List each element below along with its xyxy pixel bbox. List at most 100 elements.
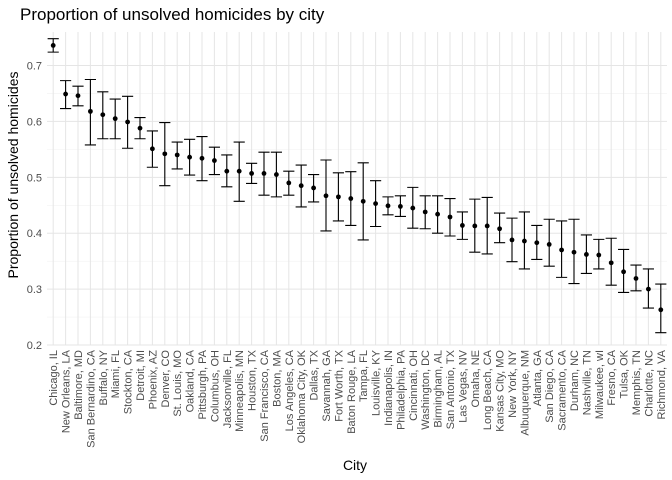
- y-axis-tick-labels: 0.2 0.3 0.4 0.5 0.6 0.7: [27, 61, 42, 352]
- x-tick-label: Birmingham, AL: [433, 350, 445, 428]
- data-point: [584, 252, 589, 257]
- x-tick-label: Fort Worth, TX: [333, 349, 345, 421]
- data-point: [100, 112, 106, 118]
- x-tick-label: New Orleans, LA: [61, 349, 73, 433]
- data-point: [137, 125, 143, 131]
- x-tick-label: Phoenix, AZ: [147, 350, 159, 410]
- data-point: [546, 241, 552, 247]
- x-tick-label: Kansas City, MO: [495, 350, 507, 432]
- data-point: [162, 151, 168, 157]
- x-tick-label: Las Vegas, NV: [457, 349, 469, 422]
- data-point: [422, 209, 428, 215]
- x-tick-label: Chicago, IL: [48, 350, 60, 406]
- x-tick-label: Atlanta, GA: [532, 349, 544, 406]
- data-point: [75, 93, 81, 99]
- data-point: [460, 222, 465, 228]
- data-points: [50, 43, 664, 313]
- x-axis-tick-labels: Chicago, IL New Orleans, LA Baltimore, MD S…: [48, 349, 668, 448]
- x-tick-label: Savannah, GA: [321, 349, 333, 421]
- data-point: [199, 155, 205, 161]
- data-point: [596, 252, 602, 258]
- x-tick-label: Long Beach, CA: [482, 349, 494, 430]
- x-tick-label: Oklahoma City, OK: [296, 349, 308, 443]
- data-point: [63, 91, 68, 97]
- data-point: [174, 152, 180, 158]
- x-tick-label: Minneapolis, MN: [234, 350, 246, 432]
- x-tick-label: Richmond, VA: [656, 349, 668, 419]
- x-tick-label: Oakland, CA: [185, 349, 197, 412]
- data-point: [261, 171, 267, 176]
- data-point: [559, 247, 564, 253]
- x-tick-label: Durham, NC: [569, 350, 581, 411]
- data-point: [249, 171, 255, 176]
- x-tick-label: Louisville, KY: [371, 349, 383, 416]
- x-tick-label: Indianapolis, IN: [383, 350, 395, 426]
- data-point: [336, 194, 341, 200]
- x-tick-label: Fresno, CA: [606, 349, 618, 405]
- x-tick-label: Omaha, NE: [470, 350, 482, 407]
- data-point: [484, 223, 490, 229]
- data-point: [360, 198, 366, 204]
- data-point: [522, 238, 527, 244]
- x-tick-label: Tampa, FL: [358, 350, 370, 402]
- data-point: [125, 119, 130, 125]
- x-tick-label: Philadelphia, PA: [395, 349, 407, 430]
- x-tick-label: Milwaukee, wI: [594, 350, 606, 419]
- x-tick-label: Detroit, MI: [135, 350, 147, 401]
- data-point: [311, 185, 316, 191]
- x-tick-label: Charlotte, NC: [643, 350, 655, 417]
- x-tick-label: Baton Rouge, LA: [346, 349, 358, 433]
- data-point: [509, 237, 515, 243]
- y-tick-label: 0.6: [27, 116, 42, 128]
- data-point: [348, 196, 354, 201]
- data-point: [633, 276, 639, 281]
- x-tick-label: Albuquerque, NM: [519, 350, 531, 436]
- data-point: [286, 180, 292, 186]
- data-point: [385, 203, 391, 209]
- x-tick-label: Sacramento, CA: [557, 349, 569, 430]
- y-axis-title: Proportion of unsolved homicides: [5, 71, 21, 278]
- data-point: [274, 172, 279, 177]
- x-tick-label: San Bernardino, CA: [85, 349, 97, 447]
- data-point: [447, 214, 453, 220]
- x-tick-label: Pittsburgh, PA: [197, 349, 209, 419]
- x-tick-label: San Diego, CA: [544, 349, 556, 422]
- x-tick-label: Jacksonville, FL: [222, 350, 234, 428]
- data-point: [497, 226, 502, 232]
- x-tick-label: New York, NY: [507, 349, 519, 418]
- x-tick-label: San Francisco, CA: [259, 349, 271, 441]
- x-tick-label: Baltimore, MD: [73, 350, 85, 420]
- x-tick-label: Washington, DC: [420, 350, 432, 430]
- x-tick-label: St. Louis, MO: [172, 350, 184, 417]
- x-tick-label: Boston, MA: [271, 349, 283, 407]
- x-tick-label: Tulsa, OK: [619, 349, 631, 398]
- data-point: [410, 205, 416, 211]
- y-tick-label: 0.5: [27, 172, 42, 184]
- y-tick-label: 0.2: [27, 340, 42, 352]
- data-point: [373, 201, 378, 206]
- x-tick-label: San Antonio, TX: [445, 349, 457, 429]
- data-point: [435, 211, 440, 217]
- data-point: [571, 249, 577, 255]
- x-tick-label: Los Angeles, CA: [284, 349, 296, 431]
- data-point: [472, 223, 478, 229]
- x-tick-label: Dallas, TX: [309, 349, 321, 400]
- x-tick-label: Stockton, CA: [123, 349, 135, 414]
- data-point: [298, 183, 304, 189]
- x-tick-label: Buffalo, NY: [98, 349, 110, 405]
- chart-title: Proportion of unsolved homicides by city: [20, 5, 325, 24]
- y-tick-label: 0.4: [27, 228, 42, 240]
- x-tick-label: Cincinnati, OH: [408, 350, 420, 421]
- y-tick-label: 0.7: [27, 61, 42, 73]
- x-tick-label: Houston, TX: [247, 349, 259, 411]
- y-tick-label: 0.3: [27, 284, 42, 296]
- data-point: [224, 168, 230, 174]
- data-point: [646, 286, 651, 292]
- data-point: [534, 240, 540, 246]
- data-point: [88, 108, 93, 114]
- x-tick-label: Memphis, TN: [631, 350, 643, 415]
- data-point: [50, 43, 56, 48]
- x-tick-label: Denver, CO: [160, 350, 172, 408]
- data-point: [398, 203, 403, 209]
